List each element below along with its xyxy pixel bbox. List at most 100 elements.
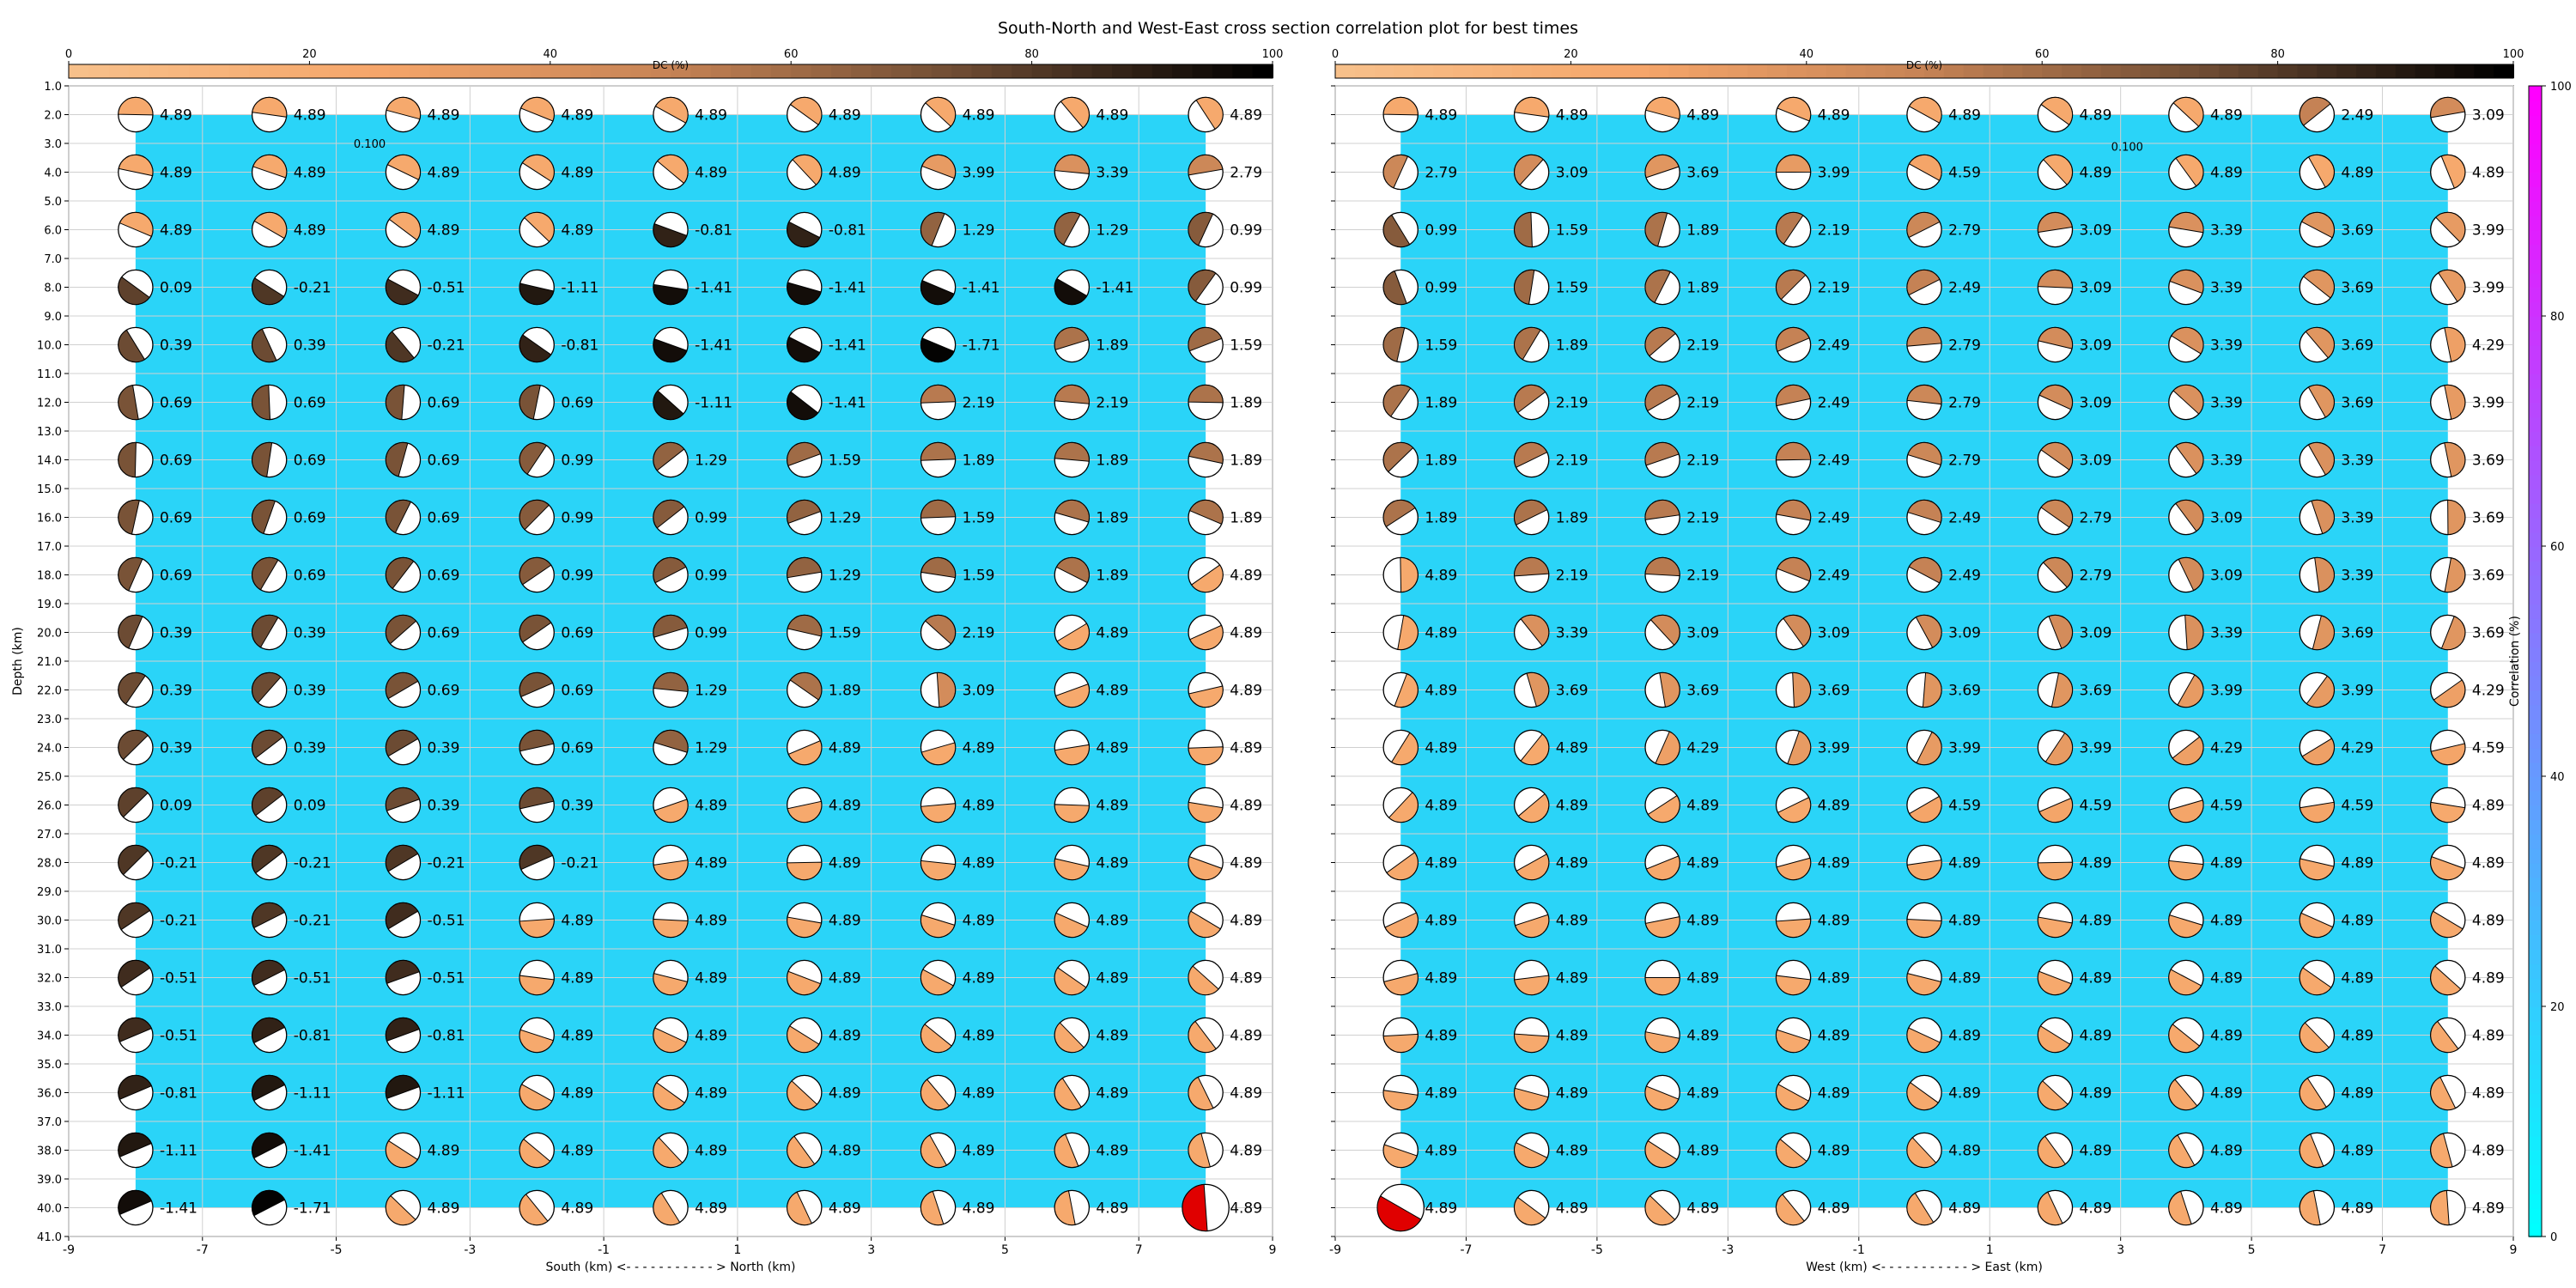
beachball	[519, 1017, 555, 1054]
beachball	[385, 269, 422, 306]
dc-colorbar-tick-label: 60	[2035, 48, 2050, 61]
dc-colorbar-tick-label: 80	[2270, 48, 2285, 61]
correlation-colorbar-segment	[2529, 632, 2542, 648]
beachball-value-label: -1.41	[160, 1200, 197, 1218]
beachball-compression	[2175, 154, 2204, 187]
y-tick-label: 16.0	[37, 513, 62, 526]
dc-colorbar-segment	[389, 64, 411, 78]
beachball	[2299, 326, 2336, 363]
beachball-compression	[118, 787, 149, 818]
beachball-value-label: 4.89	[1425, 625, 1457, 642]
beachball	[653, 1074, 689, 1111]
beachball	[118, 1017, 154, 1054]
beachball-compression	[1792, 671, 1812, 708]
dc-colorbar-segment	[1151, 64, 1174, 78]
correlation-colorbar-segment	[2529, 920, 2542, 936]
beachball	[1382, 614, 1419, 651]
beachball	[2168, 844, 2204, 881]
beachball-compression	[1514, 556, 1550, 577]
beachball	[787, 959, 823, 996]
beachball-compression	[252, 1132, 286, 1159]
beachball-value-label: 0.39	[294, 625, 326, 642]
dc-colorbar-segment	[1551, 64, 1572, 78]
beachball	[1513, 326, 1550, 363]
beachball	[653, 1132, 689, 1169]
beachball-compression	[2447, 499, 2466, 536]
x-tick-label: 3	[867, 1243, 875, 1257]
beachball	[1644, 96, 1680, 133]
beachball-compression	[118, 1018, 153, 1042]
beachball-compression	[2430, 1020, 2459, 1054]
dc-colorbar-segment	[1212, 64, 1234, 78]
dc-colorbar-tick-label: 40	[544, 48, 558, 61]
beachball-compression	[385, 960, 420, 984]
dc-colorbar-segment	[1374, 64, 1395, 78]
beachball-value-label: -0.51	[428, 280, 465, 297]
beachball-value-label: 4.89	[1230, 683, 1262, 700]
beachball-value-label: 4.89	[1818, 970, 1850, 987]
beachball-compression	[252, 1017, 286, 1044]
beachball	[1054, 902, 1091, 939]
beachball-compression	[118, 556, 143, 592]
beachball	[1644, 211, 1680, 248]
beachball	[1644, 441, 1680, 478]
dc-colorbar-segment	[1905, 64, 1925, 78]
beachball-compression	[1645, 855, 1680, 881]
beachball-compression	[1644, 211, 1668, 247]
beachball-value-label: 4.89	[1230, 855, 1262, 872]
beachball-value-label: 3.09	[2080, 453, 2112, 470]
beachball-compression	[787, 861, 823, 881]
beachball-compression	[2444, 441, 2466, 477]
beachball-compression	[2299, 1190, 2321, 1226]
beachball-value-label: 2.19	[1818, 280, 1850, 297]
dc-colorbar-segment	[1688, 64, 1710, 78]
beachball-compression	[920, 1134, 948, 1169]
correlation-colorbar-tick-label: 80	[2550, 311, 2565, 324]
beachball	[118, 902, 154, 939]
beachball	[118, 844, 154, 881]
beachball	[1054, 1074, 1091, 1111]
beachball-compression	[519, 1138, 551, 1168]
beachball-value-label: 3.99	[1948, 740, 1981, 757]
beachball-compression	[386, 154, 421, 180]
beachball-compression	[1516, 854, 1550, 880]
beachball-compression	[787, 970, 822, 996]
beachball-value-label: 2.19	[963, 625, 995, 642]
beachball-compression	[787, 1080, 818, 1110]
beachball-value-label: 4.89	[695, 1028, 727, 1045]
beachball	[787, 844, 823, 881]
correlation-colorbar-segment	[2529, 86, 2542, 101]
figure-title: South-North and West-East cross section …	[998, 19, 1578, 38]
beachball-compression	[1775, 385, 1811, 407]
beachball-value-label: 0.99	[561, 568, 593, 585]
beachball-value-label: 2.19	[1818, 222, 1850, 240]
correlation-colorbar-segment	[2529, 416, 2542, 432]
beachball-compression	[1644, 1031, 1680, 1053]
beachball	[920, 384, 957, 421]
beachball-value-label: 1.89	[829, 683, 861, 700]
beachball-compression	[1188, 856, 1223, 881]
beachball	[2299, 671, 2336, 708]
beachball-compression	[653, 338, 688, 363]
correlation-colorbar-segment	[2529, 877, 2542, 892]
y-tick-label: 39.0	[37, 1174, 62, 1187]
correlation-colorbar-segment	[2529, 201, 2542, 216]
beachball-compression	[1382, 96, 1419, 116]
beachball	[2168, 269, 2204, 306]
beachball-value-label: -1.41	[294, 1143, 331, 1160]
beachball-compression	[2168, 799, 2204, 823]
beachball-value-label: 0.69	[561, 683, 593, 700]
correlation-colorbar-segment	[2529, 431, 2542, 447]
beachball	[385, 326, 422, 363]
dc-colorbar-segment	[2474, 64, 2495, 78]
beachball	[2299, 959, 2336, 996]
beachball-value-label: -1.11	[294, 1085, 331, 1103]
dc-colorbar-segment	[1433, 64, 1455, 78]
beachball	[1188, 729, 1224, 766]
beachball-compression	[653, 860, 689, 880]
dc-colorbar-tick-label: 60	[784, 48, 799, 61]
beachball-value-label: 2.79	[1948, 337, 1981, 355]
beachball-compression	[519, 283, 555, 306]
beachball	[1906, 326, 1942, 363]
beachball	[1513, 787, 1550, 823]
